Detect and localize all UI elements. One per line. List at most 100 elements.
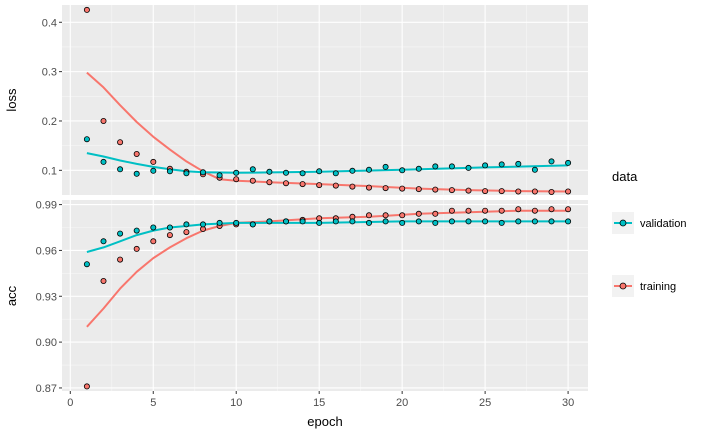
acc-training-point [498,207,505,214]
loss-y-tick-label: 0.3 [42,67,57,79]
acc-training-point [83,383,90,390]
loss-training-point [531,188,538,195]
loss-validation-point [83,136,90,143]
acc-training-point [100,277,107,284]
loss-validation-point [565,159,572,166]
loss-validation-point [100,158,107,165]
acc-validation-point [548,218,555,225]
x-axis-title: epoch [307,414,342,429]
loss-y-axis-title: loss [4,88,19,112]
acc-validation-point [349,218,356,225]
acc-y-tick-label: 0.90 [36,337,57,349]
axis-layer: 0.1 0.2 0.3 0.4 0.87 0.90 0.93 0.96 0.99 0 5 10 15 20… [36,17,575,409]
loss-training-point [282,180,289,187]
loss-validation-point [382,163,389,170]
loss-validation-point [415,165,422,172]
x-tick-label: 5 [150,397,156,409]
loss-validation-point [117,166,124,173]
loss-training-point [332,182,339,189]
acc-training-point [565,206,572,213]
loss-validation-point [548,158,555,165]
acc-validation-point [415,218,422,225]
acc-training-point [482,207,489,214]
acc-validation-point [399,219,406,226]
loss-training-point [399,185,406,192]
acc-training-point [166,232,173,239]
legend-key-validation-dot [619,219,627,227]
loss-training-point [249,177,256,184]
loss-validation-point [282,169,289,176]
acc-validation-point [133,227,140,234]
acc-validation-point [117,230,124,237]
loss-validation-point [199,169,206,176]
x-tick-label: 10 [230,397,242,409]
acc-validation-point [498,219,505,226]
loss-training-point [548,188,555,195]
loss-validation-point [133,170,140,177]
acc-training-point [465,207,472,214]
acc-training-point [515,206,522,213]
acc-validation-point [482,218,489,225]
loss-validation-point [515,160,522,167]
loss-training-point [465,187,472,194]
loss-training-point [266,179,273,186]
legend: data training validation [612,169,686,297]
loss-validation-point [349,167,356,174]
loss-validation-point [150,167,157,174]
acc-validation-point [515,218,522,225]
acc-validation-point [83,261,90,268]
acc-validation-point [249,221,256,228]
acc-validation-point [199,221,206,228]
acc-y-tick-label: 0.93 [36,291,57,303]
loss-training-point [365,184,372,191]
loss-training-point [299,181,306,188]
acc-training-point [133,245,140,252]
x-tick-label: 30 [562,397,574,409]
loss-validation-point [332,170,339,177]
acc-validation-point [432,219,439,226]
legend-key-training-dot [619,282,627,290]
loss-validation-point [432,163,439,170]
acc-validation-point [531,218,538,225]
x-tick-label: 25 [479,397,491,409]
legend-label-validation: validation [640,218,686,230]
acc-training-point [150,238,157,245]
acc-validation-point [183,221,190,228]
loss-training-point [432,186,439,193]
loss-training-point [382,185,389,192]
acc-validation-point [465,218,472,225]
loss-validation-point [498,161,505,168]
loss-validation-point [531,166,538,173]
acc-training-point [415,210,422,217]
loss-training-point [482,188,489,195]
loss-validation-point [183,170,190,177]
acc-training-point [531,207,538,214]
loss-y-tick-label: 0.4 [42,17,57,29]
loss-validation-point [465,164,472,171]
loss-validation-point [266,168,273,175]
legend-label-training: training [640,281,676,293]
point-layer [83,6,572,390]
loss-training-point [150,158,157,165]
acc-training-point [432,210,439,217]
acc-validation-point [166,224,173,231]
loss-training-point [117,139,124,146]
loss-validation-point [448,163,455,170]
acc-training-point [399,212,406,219]
x-tick-label: 15 [313,397,325,409]
loss-training-point [565,188,572,195]
acc-validation-point [382,218,389,225]
legend-title: data [612,169,638,184]
loss-training-point [415,186,422,193]
x-tick-label: 20 [396,397,408,409]
loss-training-point [349,183,356,190]
loss-validation-point [249,166,256,173]
legend-item-validation: validation [612,212,686,234]
acc-validation-point [266,218,273,225]
loss-validation-point [399,167,406,174]
acc-training-point [448,207,455,214]
acc-y-tick-label: 0.96 [36,245,57,257]
acc-validation-point [150,224,157,231]
